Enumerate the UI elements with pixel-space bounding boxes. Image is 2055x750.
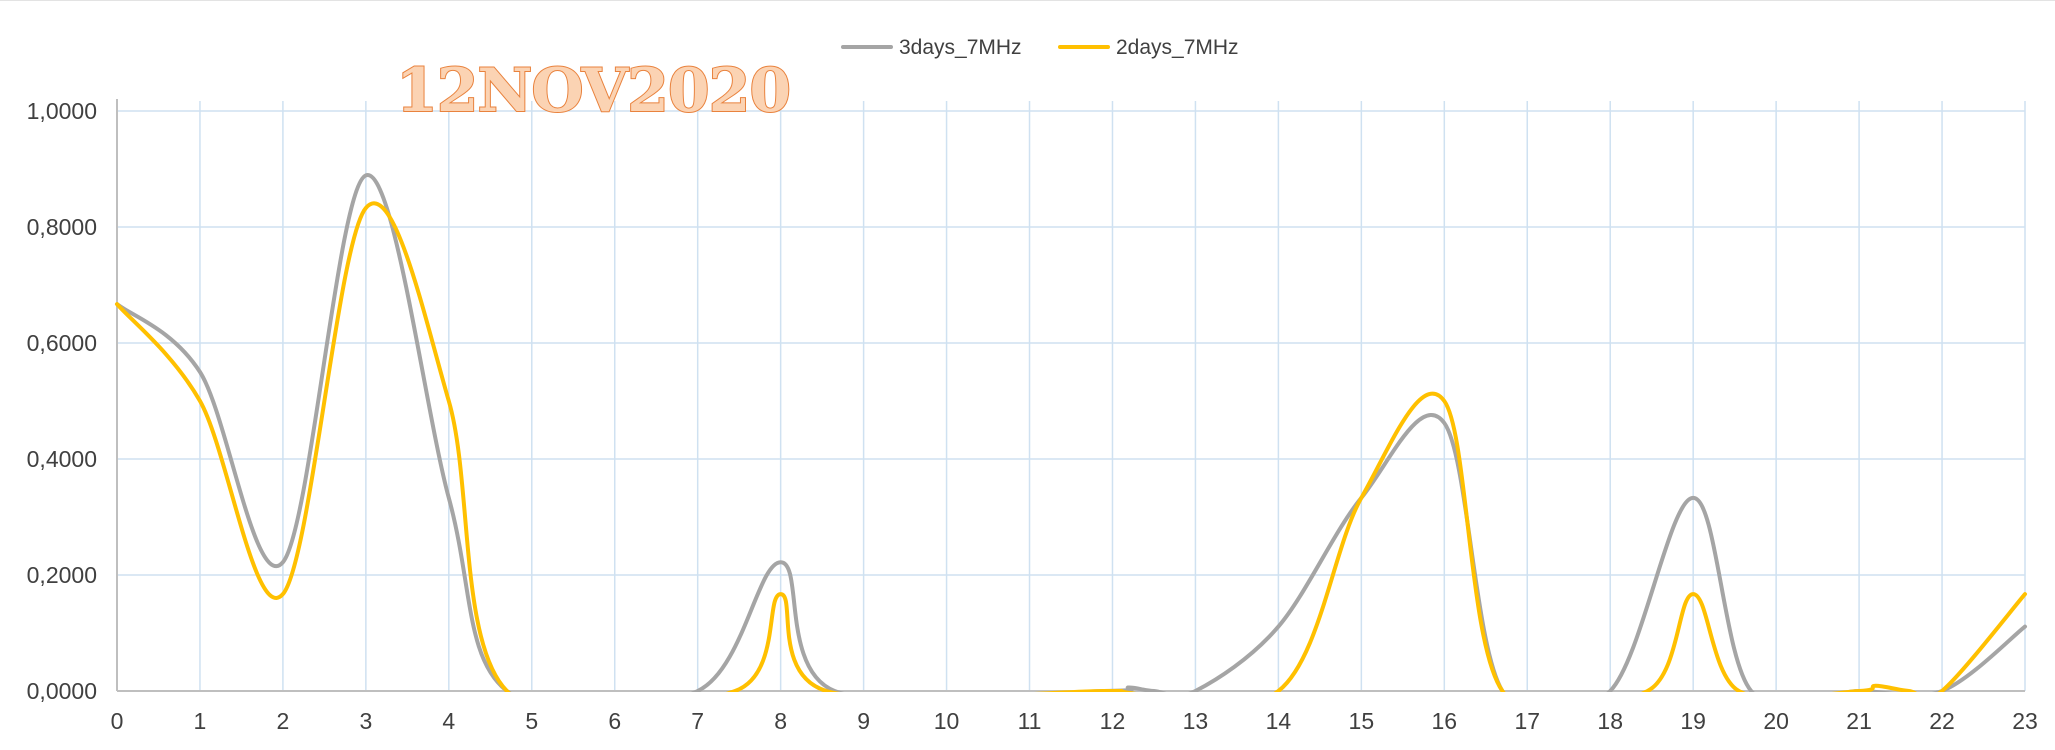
- legend: 3days_7MHz 2days_7MHz: [841, 36, 1239, 59]
- x-tick-label: 4: [442, 708, 455, 734]
- x-tick-label: 16: [1432, 708, 1458, 734]
- x-tick-label: 11: [1018, 708, 1042, 734]
- gridlines: [117, 101, 2026, 691]
- x-tick-label: 14: [1266, 708, 1292, 734]
- y-tick-label: 0,6000: [27, 330, 97, 356]
- y-tick-label: 0,4000: [27, 446, 97, 472]
- x-tick-label: 20: [1763, 708, 1789, 734]
- axes: [116, 99, 2025, 692]
- y-tick-label: 0,0000: [27, 678, 97, 704]
- y-tick-label: 0,8000: [27, 214, 97, 240]
- x-tick-label: 5: [525, 708, 538, 734]
- x-tick-label: 19: [1680, 708, 1706, 734]
- x-tick-label: 0: [111, 708, 124, 734]
- y-tick-label: 1,0000: [27, 98, 97, 124]
- x-tick-label: 13: [1183, 708, 1209, 734]
- x-tick-label: 1: [194, 708, 207, 734]
- x-tick-label: 9: [857, 708, 870, 734]
- legend-label-2days_7MHz: 2days_7MHz: [1116, 36, 1239, 59]
- x-tick-label: 12: [1100, 708, 1126, 734]
- x-tick-label: 23: [2012, 708, 2038, 734]
- x-tick-label: 15: [1349, 708, 1375, 734]
- series-line-2days_7MHz: [115, 201, 2027, 692]
- x-tick-label: 3: [359, 708, 372, 734]
- x-tick-label: 10: [934, 708, 960, 734]
- x-tick-label: 18: [1597, 708, 1623, 734]
- x-tick-label: 22: [1929, 708, 1955, 734]
- y-tick-label: 0,2000: [27, 562, 97, 588]
- x-tick-label: 7: [691, 708, 704, 734]
- date-annotation: 12NOV2020: [396, 56, 790, 126]
- x-tick-label: 8: [774, 708, 787, 734]
- legend-label-3days_7MHz: 3days_7MHz: [899, 36, 1022, 59]
- x-tick-label: 2: [277, 708, 290, 734]
- series-lines: [115, 173, 2027, 692]
- x-tick-label: 6: [608, 708, 621, 734]
- x-tick-label: 17: [1514, 708, 1540, 734]
- series-line-3days_7MHz: [115, 173, 2027, 692]
- x-tick-label: 21: [1846, 708, 1872, 734]
